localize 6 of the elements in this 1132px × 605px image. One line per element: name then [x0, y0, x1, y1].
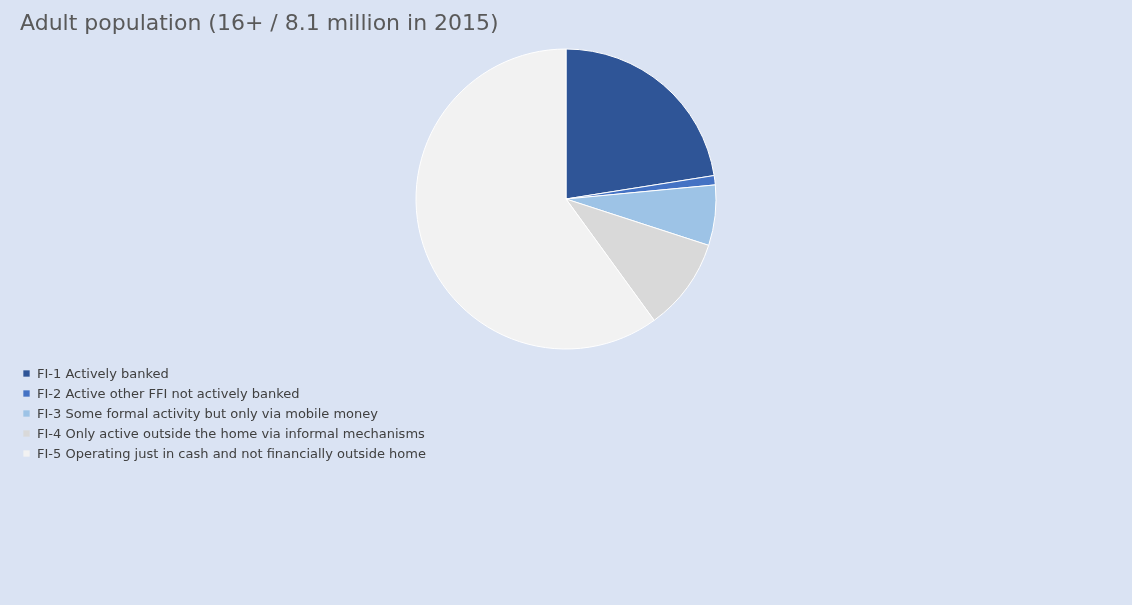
- legend-label: FI-2 Active other FFI not actively banked: [37, 385, 300, 401]
- legend-label: FI-1 Actively banked: [37, 365, 169, 381]
- legend-label: FI-5 Operating just in cash and not financially outside home: [37, 445, 426, 461]
- legend-label: FI-3 Some formal activity but only via mobile money: [37, 405, 379, 421]
- legend-label: FI-4 Only active outside the home via informal mechanisms: [37, 425, 426, 441]
- chart-title: Adult population (16+ / 8.1 million in 2015): [20, 10, 499, 35]
